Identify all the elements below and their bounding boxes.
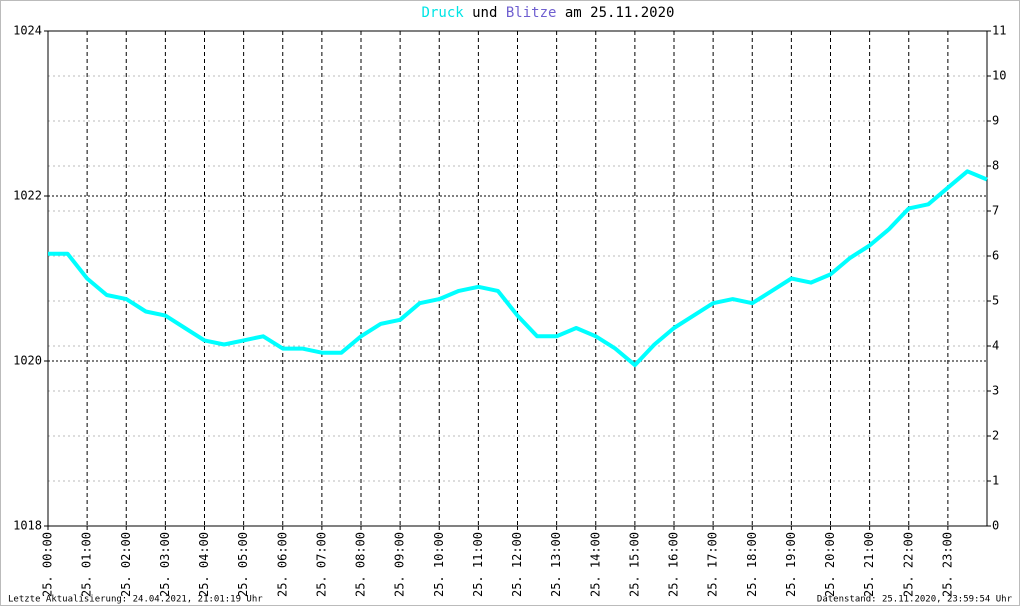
y2-tick-label: 0 [992,519,999,533]
plot-frame [47,30,988,527]
y2-tick-label: 10 [992,69,1006,83]
x-tick-label: 25. 17:00 [706,532,720,597]
x-tick-label: 25. 01:00 [80,532,94,597]
x-tick-label: 25. 10:00 [432,532,446,597]
x-tick-label: 25. 03:00 [158,532,172,597]
x-tick-label: 25. 20:00 [823,532,837,597]
x-tick-label: 25. 12:00 [510,532,524,597]
chart-title: Druck und Blitze am 25.11.2020 [422,5,675,21]
x-tick-label: 25. 00:00 [41,532,55,597]
x-tick-label: 25. 05:00 [236,532,250,597]
y2-tick-label: 11 [992,24,1006,38]
footer-left: Letzte Aktualisierung: 24.04.2021, 21:01… [8,595,263,605]
y-tick-label: 1024 [13,24,42,38]
y-tick-label: 1018 [13,519,42,533]
x-tick-label: 25. 08:00 [354,532,368,597]
y2-tick-label: 5 [992,294,999,308]
x-tick-label: 25. 18:00 [745,532,759,597]
y2-tick-label: 7 [992,204,999,218]
y2-tick-label: 2 [992,429,999,443]
title-part: am 25.11.2020 [565,5,675,21]
y2-tick-label: 9 [992,114,999,128]
y-tick-label: 1022 [13,189,42,203]
x-tick-label: 25. 06:00 [275,532,289,597]
y-tick-label: 1020 [13,354,42,368]
y2-tick-label: 3 [992,384,999,398]
title-part: Blitze [506,5,557,21]
x-tick-label: 25. 16:00 [667,532,681,597]
x-tick-label: 25. 09:00 [393,532,407,597]
x-tick-label: 25. 11:00 [471,532,485,597]
x-tick-label: 25. 21:00 [862,532,876,597]
x-tick-label: 25. 15:00 [627,532,641,597]
x-tick-label: 25. 04:00 [197,532,211,597]
x-tick-label: 25. 07:00 [314,532,328,597]
title-part: Druck [422,5,465,21]
footer-right: Datenstand: 25.11.2020, 23:59:54 Uhr [817,595,1013,605]
y2-tick-label: 8 [992,159,999,173]
y2-tick-label: 4 [992,339,999,353]
title-part: und [472,5,497,21]
y2-tick-label: 1 [992,474,999,488]
y2-tick-label: 6 [992,249,999,263]
x-tick-label: 25. 14:00 [588,532,602,597]
x-tick-label: 25. 13:00 [549,532,563,597]
x-tick-label: 25. 22:00 [901,532,915,597]
data-line [48,169,988,368]
x-tick-label: 25. 02:00 [119,532,133,597]
x-tick-label: 25. 23:00 [940,532,954,597]
x-tick-label: 25. 19:00 [784,532,798,597]
